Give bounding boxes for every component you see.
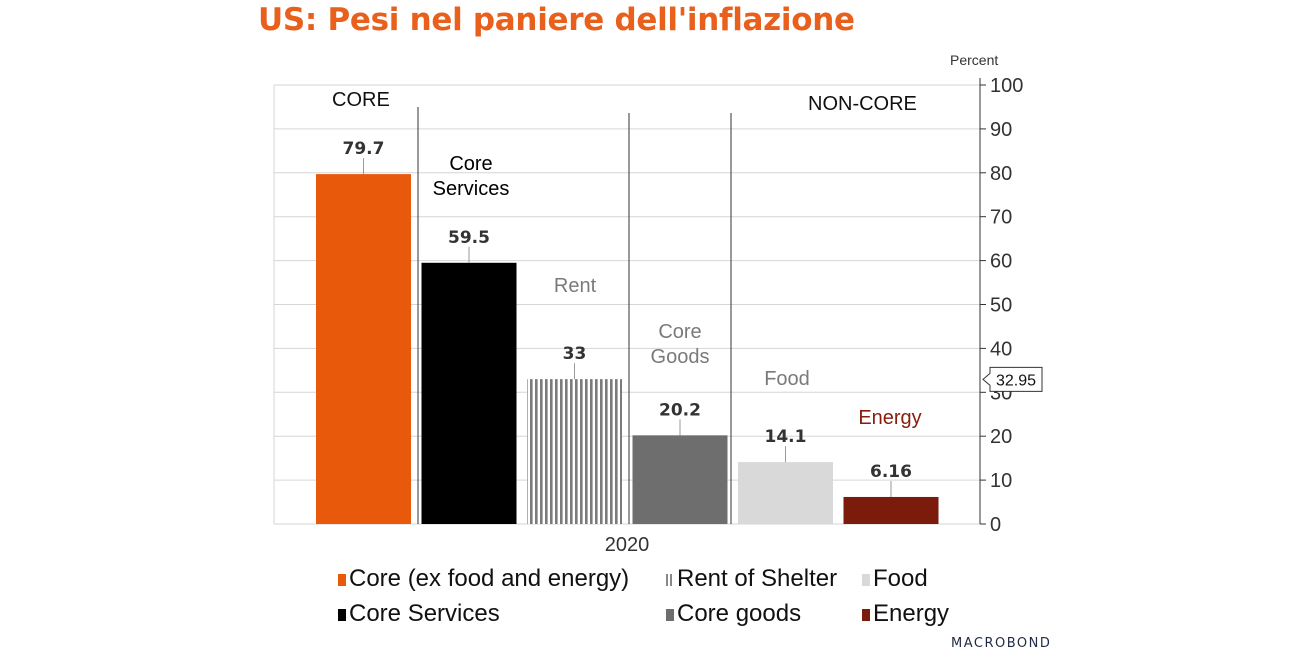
- bar-4: [738, 462, 833, 524]
- legend-item-core-goods: Core goods: [666, 600, 801, 628]
- legend-item-core: Core (ex food and energy): [338, 565, 629, 593]
- legend-item-food: Food: [862, 565, 928, 593]
- bar-5: [843, 496, 939, 524]
- data-label: 33: [563, 344, 587, 364]
- data-label: 59.5: [448, 228, 490, 248]
- data-label: 14.1: [765, 427, 807, 447]
- legend-swatch: [338, 609, 346, 621]
- legend-label: Core (ex food and energy): [349, 565, 630, 592]
- y-tick-label: 100: [990, 75, 1023, 97]
- annotations: CORE NON-CORE Core Services Rent Core Goods Foo…: [332, 89, 1043, 524]
- bar-2: [527, 379, 622, 524]
- y-tick-label: 50: [990, 295, 1012, 317]
- y-tick-label: 70: [990, 207, 1012, 229]
- last-value-callout: 32.95: [996, 372, 1036, 389]
- bar-annotation: Core: [658, 321, 701, 343]
- legend-item-core-services: Core Services: [338, 600, 500, 628]
- data-label: 6.16: [870, 462, 912, 482]
- y-tick-label: 40: [990, 338, 1012, 360]
- bar-annotation: Energy: [858, 407, 921, 429]
- macrobond-logo: MACROBOND: [951, 636, 1052, 651]
- legend-swatch: [862, 574, 870, 586]
- legend-label: Core goods: [677, 600, 802, 627]
- bar-0: [316, 174, 411, 524]
- y-tick-label: 10: [990, 470, 1012, 492]
- bar-annotation: Goods: [651, 346, 710, 368]
- chart-title: US: Pesi nel paniere dell'inflazione: [258, 2, 855, 38]
- legend-swatch: [338, 574, 346, 586]
- legend-swatch: [862, 609, 870, 621]
- section-label-core: CORE: [332, 89, 390, 111]
- bar-annotation: Rent: [554, 275, 597, 297]
- data-label: 20.2: [659, 400, 701, 420]
- bar-annotation: Services: [433, 178, 510, 200]
- x-tick-label: 2020: [605, 534, 650, 556]
- data-labels: 79.7 59.5 33 20.2 14.1 6.16: [343, 139, 912, 497]
- bar-1: [421, 262, 517, 524]
- legend-label: Core Services: [349, 600, 500, 627]
- last-value-callout-box: [982, 366, 1043, 392]
- legend-item-energy: Energy: [862, 600, 949, 628]
- legend-label: Energy: [873, 600, 950, 627]
- legend-item-rent-of-shelter: Rent of Shelter: [666, 565, 837, 593]
- data-label: 79.7: [343, 139, 385, 159]
- y-tick-label: 0: [990, 514, 1001, 536]
- y-tick-label: 90: [990, 119, 1012, 141]
- legend-label: Food: [873, 565, 928, 592]
- bar-3: [632, 435, 728, 524]
- y-unit-label: Percent: [950, 52, 998, 68]
- section-label-noncore: NON-CORE: [808, 93, 917, 115]
- bar-annotation: Food: [764, 368, 810, 390]
- bars: [316, 174, 939, 524]
- legend-label: Rent of Shelter: [677, 565, 838, 592]
- y-tick-label: 80: [990, 163, 1012, 185]
- bar-annotation: Core: [449, 153, 492, 175]
- legend-swatch: [666, 574, 674, 586]
- y-tick-label: 20: [990, 426, 1012, 448]
- y-tick-label: 60: [990, 251, 1012, 273]
- legend-swatch: [666, 609, 674, 621]
